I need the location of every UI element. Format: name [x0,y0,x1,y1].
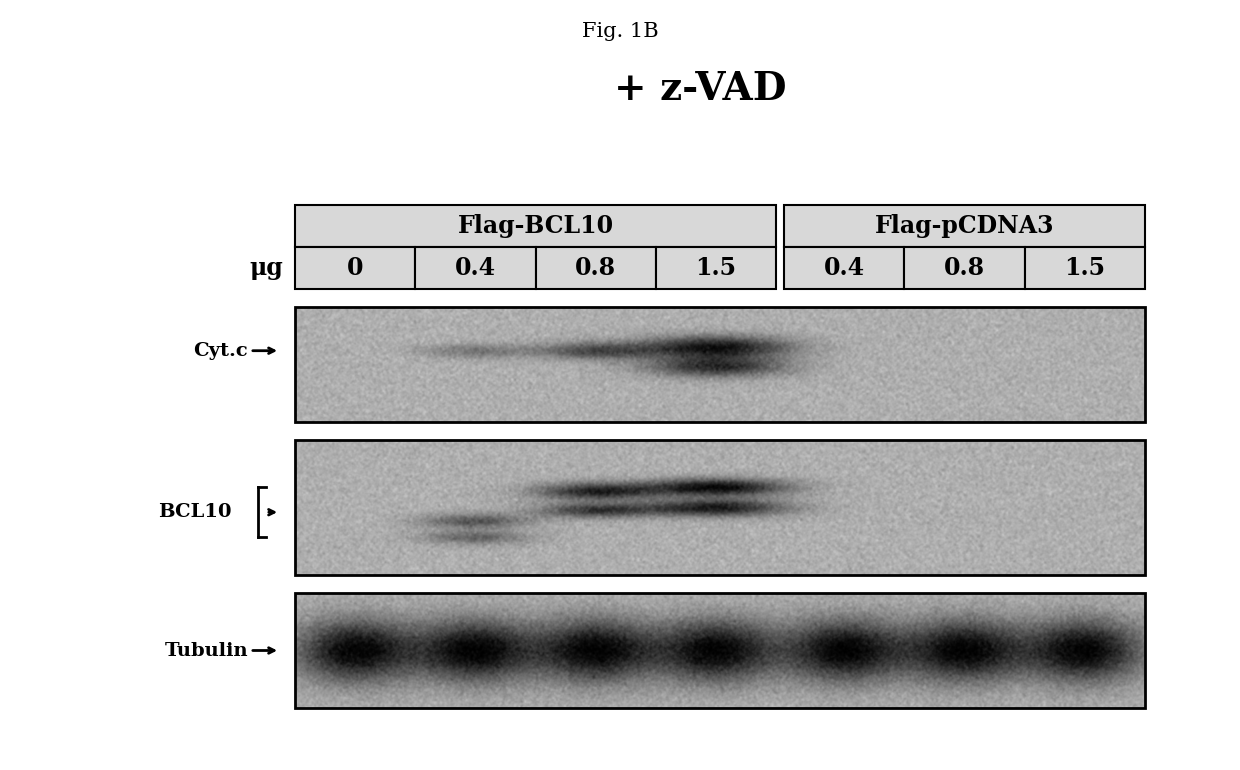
Bar [656,247,776,289]
Text: 1.5: 1.5 [696,256,737,280]
Text: 0.8: 0.8 [575,256,616,280]
Text: 0.4: 0.4 [823,256,864,280]
Text: BCL10: BCL10 [159,504,232,521]
Text: 1.5: 1.5 [1064,256,1105,280]
Text: 0.8: 0.8 [944,256,985,280]
Bar [295,307,1145,422]
Bar [295,440,1145,575]
Text: Flag-BCL10: Flag-BCL10 [458,214,614,238]
Text: + z-VAD: + z-VAD [614,70,786,108]
Bar [784,247,904,289]
Bar [904,247,1024,289]
Bar [1024,247,1145,289]
Text: Flag-pCDNA3: Flag-pCDNA3 [875,214,1054,238]
Text: μg: μg [249,256,283,280]
Bar [536,247,656,289]
Bar [295,205,776,247]
Text: Cyt.c: Cyt.c [193,342,248,360]
Text: 0.4: 0.4 [455,256,496,280]
Text: Tubulin: Tubulin [165,641,248,659]
Text: 0: 0 [347,256,363,280]
Bar [415,247,536,289]
Bar [295,593,1145,708]
Text: Fig. 1B: Fig. 1B [582,22,658,41]
Bar [784,205,1145,247]
Bar [295,247,415,289]
